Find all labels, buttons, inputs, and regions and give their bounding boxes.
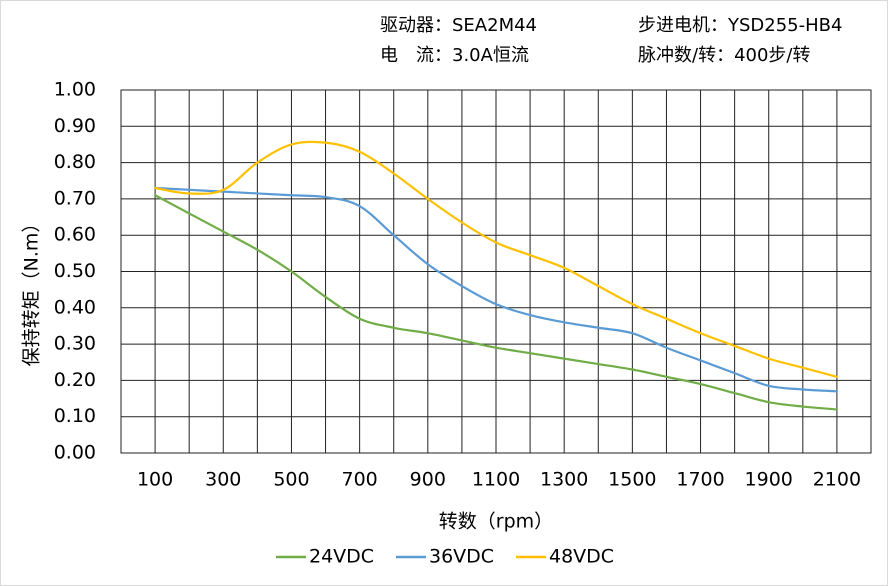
x-tick-label: 1900	[745, 469, 793, 491]
line-series	[153, 186, 839, 393]
plot-border	[120, 89, 872, 454]
y-tick-label: 0.40	[54, 296, 96, 318]
x-axis-label: 转数（rpm）	[439, 511, 553, 533]
line-series	[153, 194, 839, 411]
x-tick-label: 1500	[608, 469, 656, 491]
x-tick-label: 700	[342, 469, 378, 491]
legend-label: 36VDC	[429, 546, 494, 568]
header-motor: 步进电机：YSD255-HB4	[638, 15, 842, 36]
legend-label: 24VDC	[309, 546, 374, 568]
line-series	[153, 140, 839, 378]
legend-label: 48VDC	[549, 546, 614, 568]
x-tick-label: 500	[273, 469, 309, 491]
x-tick-label: 900	[410, 469, 446, 491]
y-tick-label: 0.00	[54, 442, 96, 464]
y-tick-label: 0.90	[54, 115, 96, 137]
y-tick-label: 0.20	[54, 369, 96, 391]
y-tick-label: 1.00	[54, 79, 96, 101]
x-tick-label: 2100	[813, 469, 861, 491]
y-tick-label: 0.80	[54, 151, 96, 173]
y-tick-label: 0.10	[54, 405, 96, 427]
y-tick-label: 0.70	[54, 187, 96, 209]
y-tick-label: 0.50	[54, 260, 96, 282]
x-tick-label: 1100	[472, 469, 520, 491]
y-tick-label: 0.30	[54, 333, 96, 355]
x-tick-label: 1300	[540, 469, 588, 491]
y-axis-label: 保持转矩（N.m）	[21, 214, 43, 367]
header-current: 电 流：3.0A恒流	[380, 45, 529, 66]
x-tick-label: 100	[137, 469, 173, 491]
x-tick-label: 300	[205, 469, 241, 491]
header-driver: 驱动器：SEA2M44	[380, 15, 537, 36]
x-tick-label: 1700	[676, 469, 724, 491]
header-pulse: 脉冲数/转：400步/转	[638, 45, 811, 66]
y-tick-label: 0.60	[54, 224, 96, 246]
